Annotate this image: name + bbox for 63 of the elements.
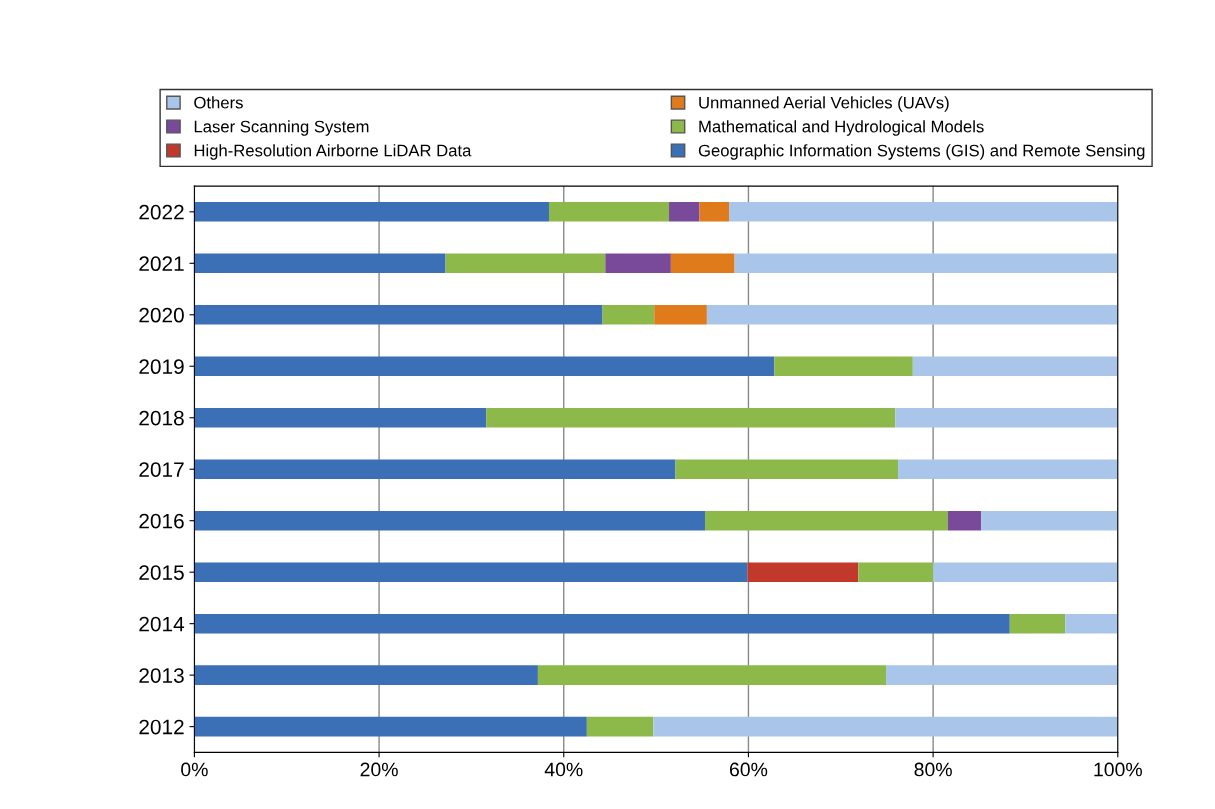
legend-label: Others — [194, 96, 243, 109]
bar — [654, 304, 707, 325]
y-tick-label: 2022 — [139, 204, 184, 220]
y-tick-label: 2017 — [139, 462, 184, 477]
bar — [194, 510, 706, 531]
bar — [706, 304, 1118, 325]
bar — [486, 407, 896, 428]
bar — [705, 510, 948, 531]
bar — [747, 562, 859, 582]
bar — [699, 202, 730, 222]
bar — [669, 202, 700, 222]
bar — [774, 356, 913, 377]
bar — [194, 459, 676, 479]
bar — [194, 356, 775, 377]
bar — [194, 562, 748, 582]
bar — [858, 562, 934, 582]
x-tick-label: 80% — [914, 762, 952, 777]
y-tick-label: 2018 — [139, 410, 184, 426]
y-tick-label: 2016 — [139, 513, 184, 529]
bar — [194, 202, 549, 222]
y-tick-label: 2020 — [139, 307, 184, 323]
bar — [194, 253, 446, 274]
bar — [1009, 613, 1066, 634]
bar — [194, 407, 487, 428]
bar — [895, 407, 1118, 428]
bar — [670, 253, 735, 274]
bar — [445, 253, 606, 274]
bar — [981, 510, 1118, 531]
legend-label: Unmanned Aerial Vehicles (UAVs) — [699, 96, 949, 112]
x-tick-label: 0% — [181, 762, 208, 777]
y-tick-label: 2015 — [139, 565, 184, 580]
bar — [605, 253, 671, 274]
bar — [898, 459, 1118, 479]
legend-label: Geographic Information Systems (GIS) and Remote Sensing — [698, 144, 1145, 160]
bar — [586, 716, 654, 737]
bar — [194, 304, 603, 325]
bar — [734, 253, 1118, 274]
bar — [194, 665, 538, 685]
legend-label: Mathematical and Hydrological Models — [699, 120, 984, 136]
bar — [548, 202, 670, 222]
bar — [194, 613, 1010, 634]
y-tick-label: 2021 — [139, 256, 184, 272]
bar — [675, 459, 899, 479]
y-tick-label: 2013 — [139, 668, 184, 683]
x-tick-label: 40% — [544, 762, 583, 777]
bar — [886, 665, 1118, 685]
legend-label: Laser Scanning System — [194, 120, 369, 136]
bar — [653, 716, 1118, 737]
y-tick-label: 2019 — [139, 359, 184, 375]
y-tick-label: 2014 — [139, 616, 185, 632]
bar — [947, 510, 982, 531]
bar — [933, 562, 1118, 582]
bar — [729, 202, 1118, 222]
y-tick-label: 2012 — [139, 719, 184, 735]
legend-label: High-Resolution Airborne LiDAR Data — [194, 144, 472, 160]
x-tick-label: 20% — [360, 762, 398, 777]
bar — [194, 716, 587, 737]
bar — [1065, 613, 1118, 634]
bar — [537, 665, 887, 685]
x-tick-label: 60% — [729, 762, 768, 777]
bar — [912, 356, 1118, 377]
x-tick-label: 100% — [1094, 762, 1142, 777]
bar — [602, 304, 655, 325]
